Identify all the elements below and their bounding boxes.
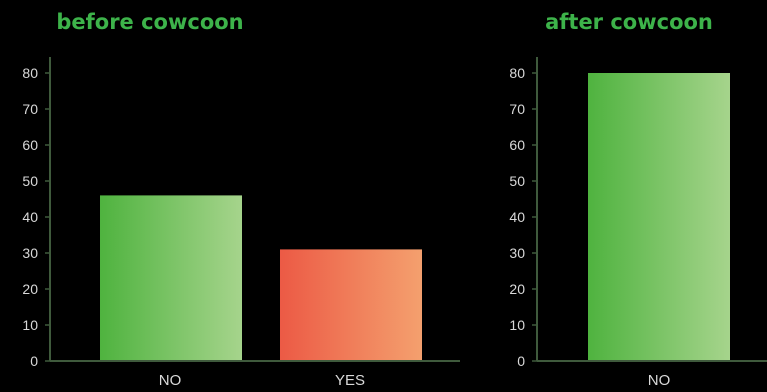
y-tick-label: 50 [509, 173, 525, 189]
y-tick-label: 70 [509, 101, 525, 117]
y-tick-label: 60 [509, 137, 525, 153]
y-tick-label: 10 [22, 317, 38, 333]
y-tick-label: 80 [22, 65, 38, 81]
before-chart-title: before cowcoon [56, 10, 243, 34]
y-tick-label: 70 [22, 101, 38, 117]
x-category-label: YES [335, 372, 365, 389]
after-y-axis-ticks: 0 10 20 30 40 50 60 70 80 [509, 65, 537, 369]
bar-no [100, 195, 242, 361]
y-tick-label: 50 [22, 173, 38, 189]
y-tick-label: 40 [509, 209, 525, 225]
y-tick-label: 30 [509, 245, 525, 261]
x-category-label: NO [648, 372, 671, 389]
y-tick-label: 60 [22, 137, 38, 153]
after-x-axis-labels: NO [648, 372, 671, 389]
y-tick-label: 40 [22, 209, 38, 225]
after-chart-title: after cowcoon [545, 10, 713, 34]
before-y-axis-ticks: 0 10 20 30 40 50 60 70 80 [22, 65, 50, 369]
y-tick-label: 20 [22, 281, 38, 297]
bar-no [588, 73, 730, 361]
y-tick-label: 80 [509, 65, 525, 81]
after-bars [588, 73, 730, 361]
y-tick-label: 10 [509, 317, 525, 333]
y-tick-label: 20 [509, 281, 525, 297]
bar-yes [280, 249, 422, 361]
x-category-label: NO [159, 372, 182, 389]
y-tick-label: 0 [517, 353, 525, 369]
y-tick-label: 0 [30, 353, 38, 369]
after-chart: after cowcoon 0 10 20 30 40 50 60 70 80 NO [509, 10, 767, 389]
before-bars [100, 195, 422, 361]
before-chart: before cowcoon 0 10 20 30 40 50 60 70 80 NO YES [22, 10, 460, 389]
before-x-axis-labels: NO YES [159, 372, 365, 389]
y-tick-label: 30 [22, 245, 38, 261]
